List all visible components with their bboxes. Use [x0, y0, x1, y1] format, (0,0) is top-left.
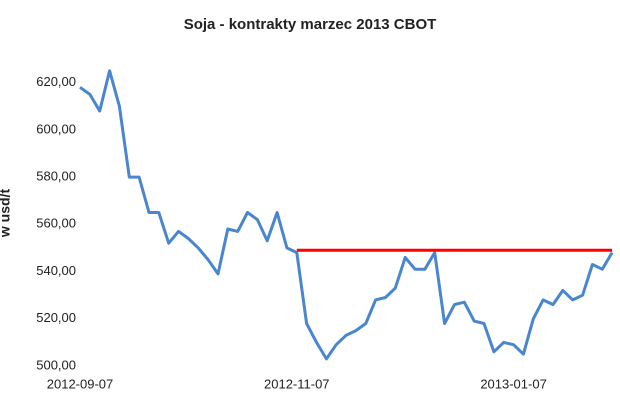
y-tick-label: 620,00 [36, 74, 76, 89]
y-axis-title: w usd/t [0, 189, 13, 239]
y-tick-label: 580,00 [36, 169, 76, 184]
chart-title: Soja - kontrakty marzec 2013 CBOT [184, 16, 437, 33]
data-line [79, 69, 614, 361]
y-tick-label: 600,00 [36, 121, 76, 136]
y-tick-label: 540,00 [36, 263, 76, 278]
x-tick-label: 2012-09-07 [47, 376, 114, 391]
y-tick-label: 500,00 [36, 357, 76, 372]
y-tick-label: 520,00 [36, 310, 76, 325]
y-tick-label: 560,00 [36, 216, 76, 231]
x-tick-label: 2012-11-07 [264, 376, 330, 391]
x-tick-label: 2013-01-07 [480, 376, 547, 391]
